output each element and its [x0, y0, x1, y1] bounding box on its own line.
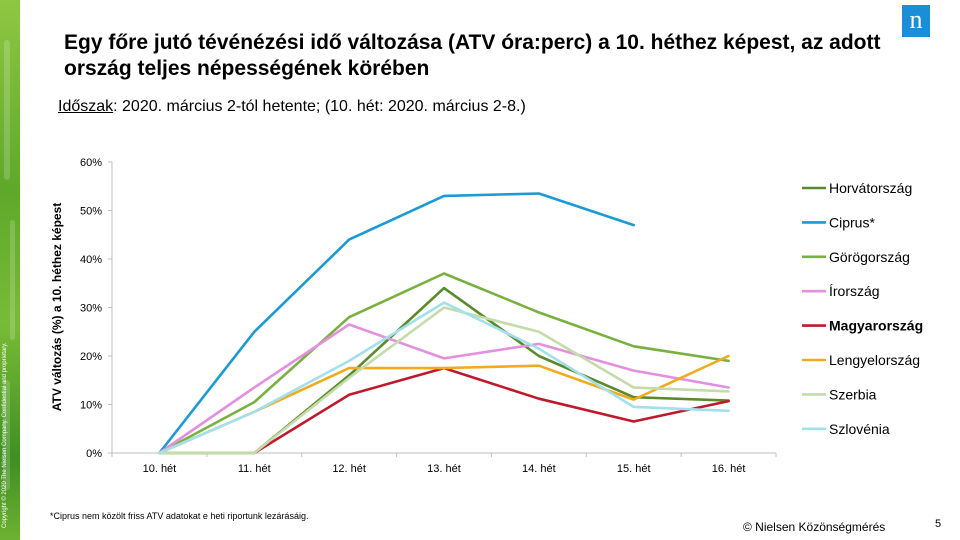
page-number: 5	[935, 518, 942, 530]
series-line-ciprus-	[158, 192, 635, 455]
y-tick-label: 0%	[86, 448, 102, 460]
y-tick-label: 40%	[80, 254, 102, 266]
legend-label: Görögország	[829, 249, 910, 265]
series-line-magyarország	[253, 366, 730, 455]
series-line-horvátország	[158, 286, 730, 455]
series-line-szlovénia	[158, 301, 730, 455]
series-line-szerbia	[158, 306, 730, 455]
period-label: Időszak	[58, 98, 114, 115]
y-tick-label: 50%	[80, 206, 102, 218]
legend-label: Írország	[829, 283, 880, 299]
period-line: Időszak: 2020. március 2-tól hetente; (1…	[58, 98, 526, 116]
y-tick-label: 30%	[80, 303, 102, 315]
legend-label: Szlovénia	[829, 421, 890, 437]
legend-label: Magyarország	[829, 318, 923, 334]
x-tick-label: 15. hét	[617, 463, 651, 475]
footnote: *Ciprus nem közölt friss ATV adatokat e …	[50, 511, 309, 521]
legend-label: Ciprus*	[829, 214, 875, 230]
legend-label: Horvátország	[829, 180, 912, 196]
legend-label: Szerbia	[829, 386, 877, 402]
x-tick-label: 14. hét	[522, 463, 556, 475]
x-tick-label: 16. hét	[712, 463, 746, 475]
series-line-lengyelország	[158, 354, 730, 455]
nielsen-logo: n	[902, 5, 930, 37]
series-line-görögország	[158, 272, 730, 455]
x-tick-label: 13. hét	[427, 463, 461, 475]
x-tick-label: 11. hét	[238, 463, 271, 475]
y-tick-label: 60%	[80, 157, 102, 169]
x-tick-label: 10. hét	[143, 463, 177, 475]
period-text: : 2020. március 2-tól hetente; (10. hét:…	[113, 98, 526, 115]
series-line-írország	[158, 323, 730, 455]
y-tick-label: 20%	[80, 351, 102, 363]
y-axis-title: ATV változás (%) a 10. héthez képest	[50, 203, 64, 412]
x-tick-label: 12. hét	[332, 463, 366, 475]
source-credit: © Nielsen Közönségmérés	[743, 520, 886, 534]
legend-label: Lengyelország	[829, 352, 920, 368]
decorative-green-strip	[0, 0, 20, 540]
slide-title: Egy főre jutó tévénézési idő változása (…	[64, 31, 881, 80]
y-tick-label: 10%	[80, 400, 102, 412]
